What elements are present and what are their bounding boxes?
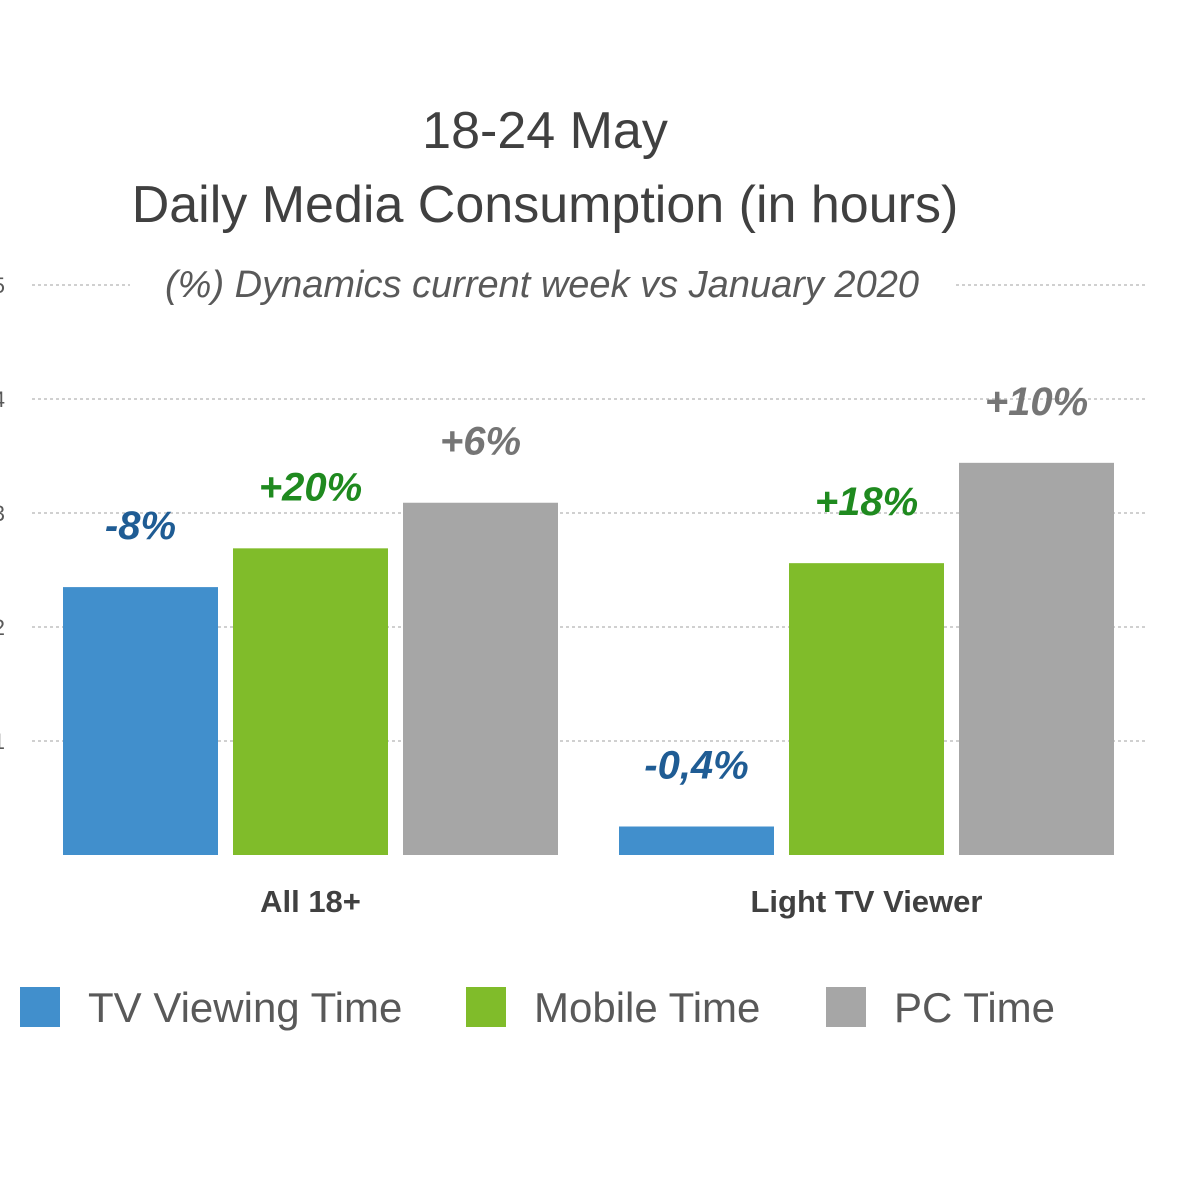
legend: TV Viewing Time Mobile Time PC Time — [20, 984, 1055, 1031]
legend-swatch — [466, 987, 506, 1027]
bar — [959, 462, 1114, 855]
y-axis-ticks: 1 2 3 4 5 — [0, 273, 5, 754]
legend-label: PC Time — [894, 984, 1055, 1031]
y-tick-label: 4 — [0, 387, 5, 412]
bars — [63, 462, 1114, 855]
y-tick-label: 5 — [0, 273, 5, 298]
bar — [789, 563, 944, 855]
data-label: -8% — [105, 504, 176, 548]
category-label: All 18+ — [260, 884, 361, 919]
category-label: Light TV Viewer — [751, 884, 983, 919]
y-tick-label: 1 — [0, 729, 5, 754]
y-tick-label: 3 — [0, 501, 5, 526]
bar — [403, 502, 558, 855]
chart-title-line2: Daily Media Consumption (in hours) — [132, 176, 959, 234]
bar — [63, 587, 218, 855]
data-labels: -8% +20% +6% -0,4% +18% +10% — [105, 380, 1088, 788]
data-label: +10% — [985, 380, 1088, 424]
data-label: -0,4% — [644, 744, 749, 788]
y-tick-label: 2 — [0, 615, 5, 640]
x-axis-categories: All 18+ Light TV Viewer — [260, 884, 982, 919]
legend-label: TV Viewing Time — [88, 984, 402, 1031]
data-label: +18% — [815, 480, 918, 524]
subtitle-background — [130, 258, 955, 308]
bar — [233, 548, 388, 855]
legend-swatch — [20, 987, 60, 1027]
data-label: +20% — [259, 465, 362, 509]
chart-title-line1: 18-24 May — [422, 102, 668, 160]
legend-label: Mobile Time — [534, 984, 760, 1031]
legend-swatch — [826, 987, 866, 1027]
bar — [619, 826, 774, 855]
data-label: +6% — [440, 420, 521, 464]
chart-subtitle: (%) Dynamics current week vs January 202… — [165, 264, 919, 306]
